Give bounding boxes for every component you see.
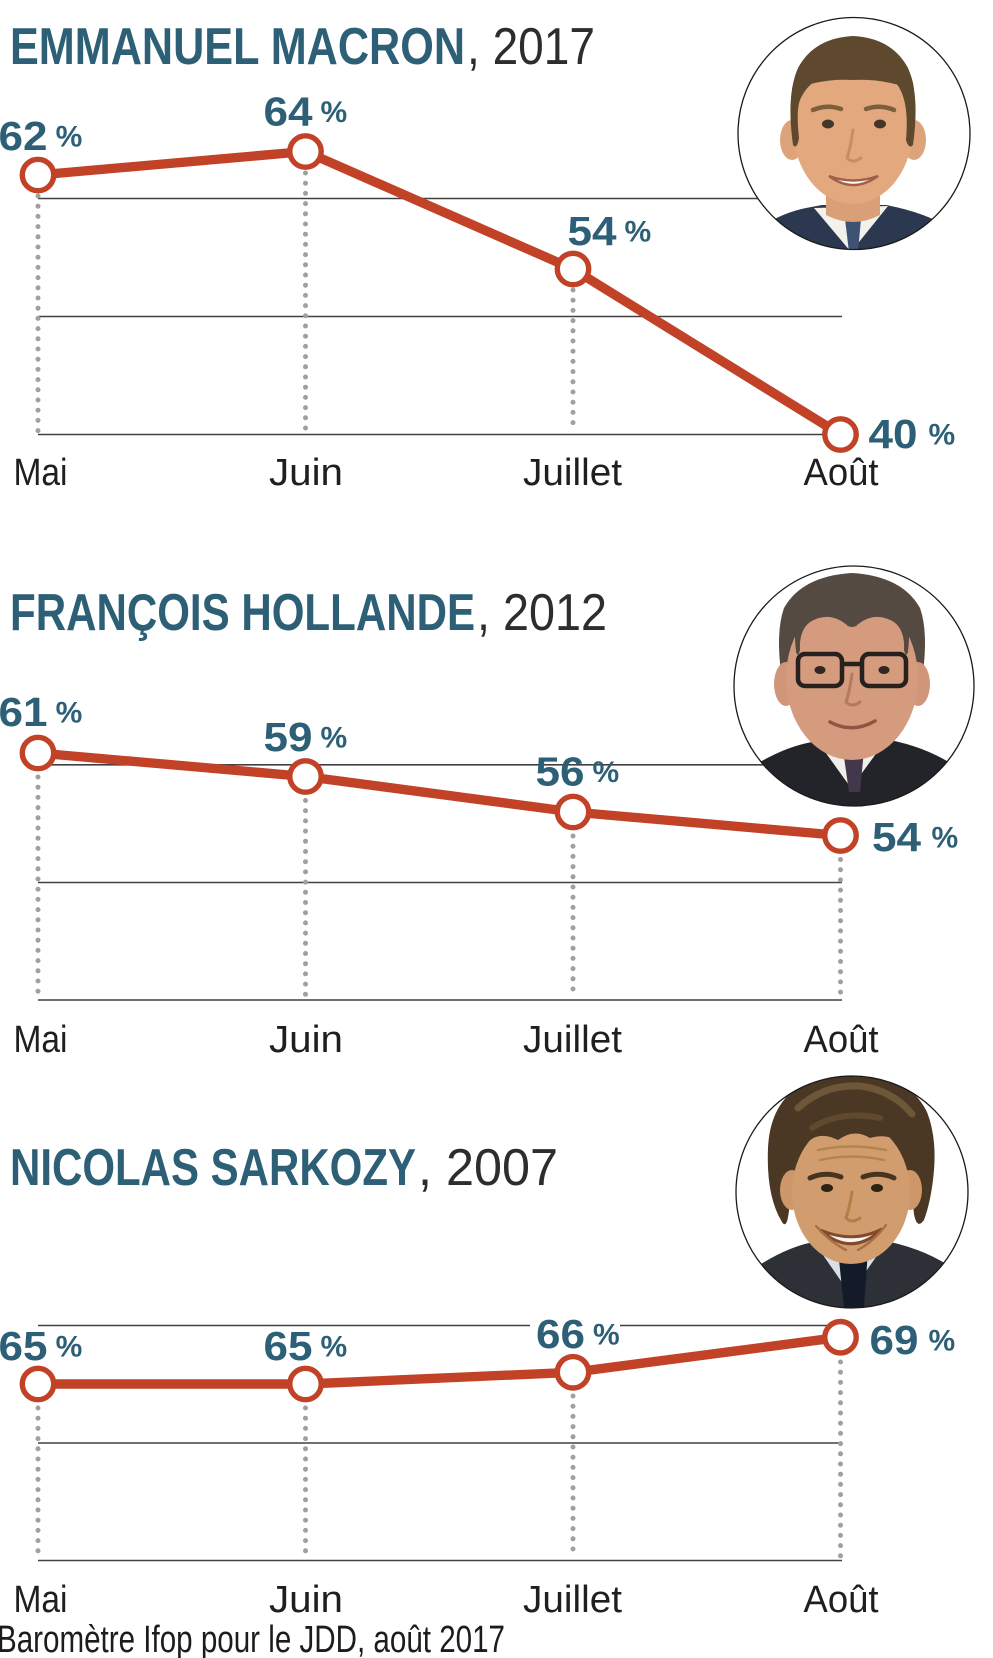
svg-text:54: 54 [872,814,921,860]
svg-text:, 2017: , 2017 [467,18,595,76]
svg-text:%: % [56,697,83,730]
svg-text:56: 56 [536,749,585,795]
svg-text:%: % [56,1331,83,1364]
svg-text:40: 40 [869,411,918,457]
svg-text:54: 54 [568,208,617,254]
svg-text:Août: Août [804,1019,879,1061]
svg-text:Juillet: Juillet [523,1019,622,1061]
svg-text:%: % [593,1319,620,1352]
svg-text:65: 65 [0,1323,48,1369]
svg-text:%: % [321,722,348,755]
svg-text:%: % [593,756,620,789]
svg-text:62: 62 [0,113,48,159]
svg-text:Août: Août [804,452,879,494]
svg-text:, 2007: , 2007 [418,1139,558,1197]
svg-text:69: 69 [870,1317,919,1363]
svg-text:64: 64 [264,89,313,135]
svg-text:Baromètre Ifop pour le JDD, ao: Baromètre Ifop pour le JDD, août 2017 [0,1619,505,1658]
svg-text:Août: Août [804,1579,879,1621]
svg-text:%: % [625,216,652,249]
svg-text:Juin: Juin [269,1579,343,1621]
svg-text:Mai: Mai [14,1579,68,1621]
svg-text:%: % [56,121,83,154]
svg-text:65: 65 [264,1323,313,1369]
svg-text:Mai: Mai [14,452,68,494]
svg-text:66: 66 [536,1311,585,1357]
svg-text:Juin: Juin [269,452,343,494]
svg-text:%: % [321,1331,348,1364]
svg-text:NICOLAS SARKOZY: NICOLAS SARKOZY [10,1139,416,1197]
svg-text:%: % [321,96,348,129]
svg-text:59: 59 [264,714,313,760]
svg-text:%: % [929,1325,956,1358]
svg-text:61: 61 [0,689,48,735]
svg-text:FRANÇOIS HOLLANDE: FRANÇOIS HOLLANDE [10,584,475,642]
svg-text:%: % [929,419,956,452]
svg-text:Juin: Juin [269,1019,343,1061]
svg-text:Mai: Mai [14,1019,68,1061]
svg-text:, 2012: , 2012 [477,584,607,642]
svg-text:%: % [932,822,959,855]
svg-text:Juillet: Juillet [523,452,622,494]
svg-text:EMMANUEL MACRON: EMMANUEL MACRON [10,18,465,76]
svg-text:Juillet: Juillet [523,1579,622,1621]
